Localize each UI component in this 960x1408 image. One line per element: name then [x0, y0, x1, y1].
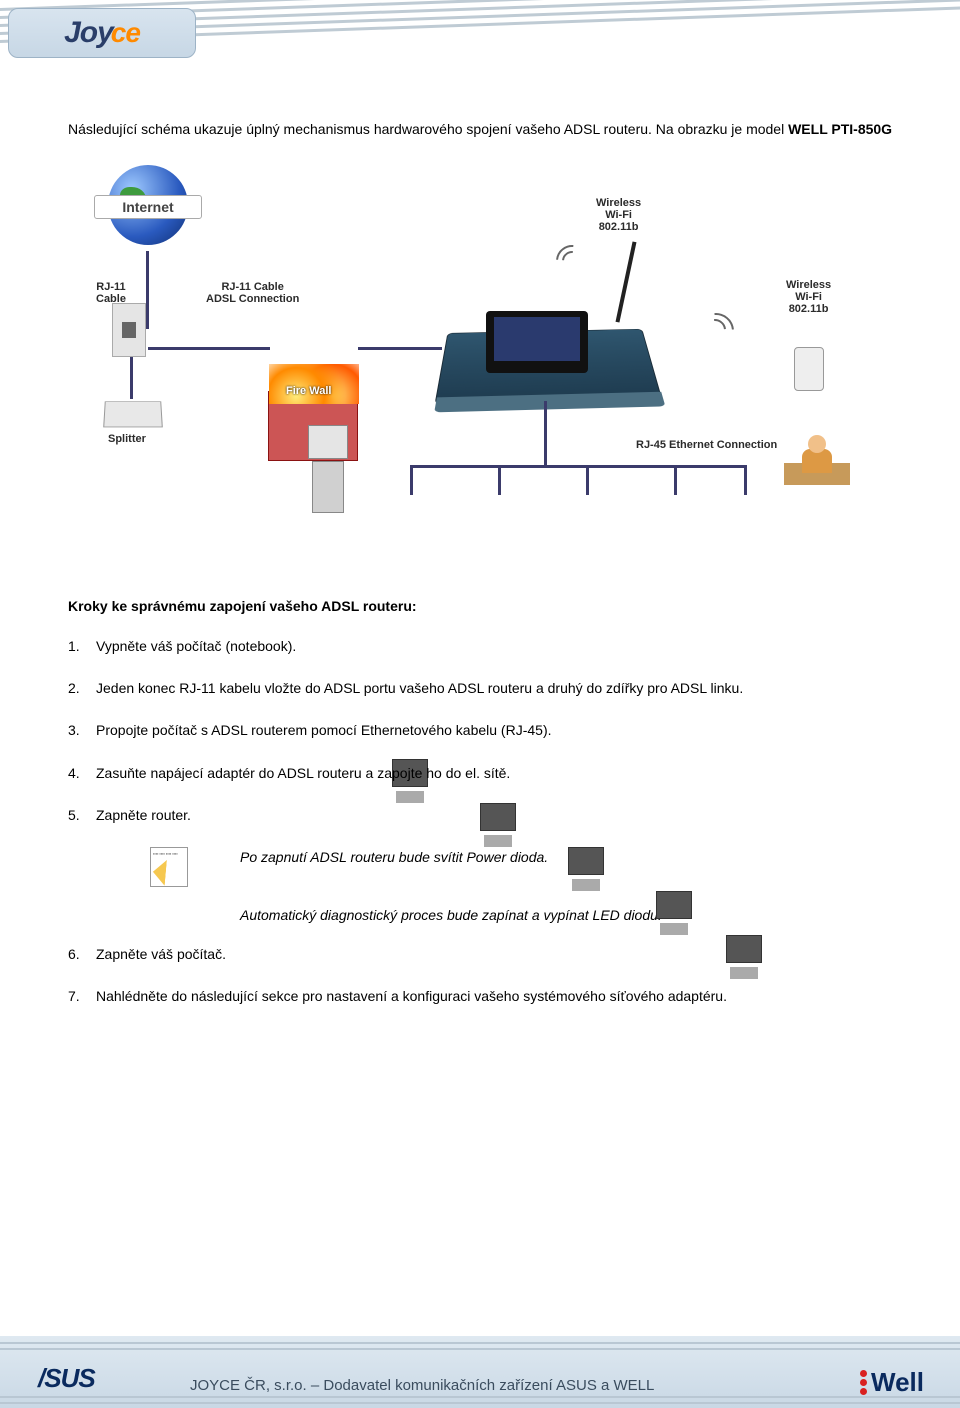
desktop-pc-4-icon [656, 891, 696, 935]
wifi-waves-right-icon [696, 311, 736, 351]
steps-list: 1.Vypněte váš počítač (notebook). 2.Jede… [96, 636, 896, 825]
note-2-text: Automatický diagnostický proces bude zap… [240, 905, 896, 925]
intro-paragraph: Následující schéma ukazuje úplný mechani… [68, 120, 896, 139]
well-dots-icon [860, 1370, 867, 1395]
step-6-text: Zapněte váš počítač. [96, 946, 226, 962]
step-2: 2.Jeden konec RJ-11 kabelu vložte do ADS… [96, 678, 896, 698]
footer-text: JOYCE ČR, s.r.o. – Dodavatel komunikační… [190, 1377, 654, 1394]
step-5-text: Zapněte router. [96, 807, 191, 823]
step-3: 3.Propojte počítač s ADSL routerem pomoc… [96, 720, 896, 740]
steps-list-2: 6.Zapněte váš počítač. 7.Nahlédněte do n… [96, 944, 896, 1007]
step-2-text: Jeden konec RJ-11 kabelu vložte do ADSL … [96, 680, 743, 696]
logo-joyce: Joyce [8, 8, 196, 58]
wall-socket-icon [112, 303, 146, 357]
desktop-pc-3-icon [568, 847, 608, 891]
well-logo: Well [860, 1367, 924, 1398]
step-4: 4.Zasuňte napájecí adaptér do ADSL route… [96, 763, 896, 783]
splitter-label: Splitter [108, 433, 146, 445]
laptop-icon [486, 311, 588, 373]
user-desk-icon [784, 435, 850, 485]
intro-model: WELL PTI-850G [788, 121, 892, 137]
firewall-label: Fire Wall [286, 385, 331, 397]
asus-logo: /SUS [38, 1363, 95, 1394]
step-1: 1.Vypněte váš počítač (notebook). [96, 636, 896, 656]
note-icon: ┉┉┉┉ [150, 847, 188, 887]
rj11-cable-label: RJ-11 Cable [96, 281, 126, 305]
step-4-text: Zasuňte napájecí adaptér do ADSL routeru… [96, 765, 510, 781]
step-3-text: Propojte počítač s ADSL routerem pomocí … [96, 722, 552, 738]
intro-text: Následující schéma ukazuje úplný mechani… [68, 121, 788, 137]
internet-globe-icon: Internet [108, 165, 188, 245]
note-1-row: ┉┉┉┉ Po zapnutí ADSL routeru bude svítit… [150, 847, 896, 887]
splitter-icon [103, 401, 163, 427]
rj11-adsl-label: RJ-11 Cable ADSL Connection [206, 281, 299, 305]
step-5: 5.Zapněte router. [96, 805, 896, 825]
step-7: 7.Nahlédněte do následující sekce pro na… [96, 986, 896, 1006]
well-text: Well [871, 1367, 924, 1398]
step-7-text: Nahlédněte do následující sekce pro nast… [96, 988, 727, 1004]
logo-text-2: ce [111, 17, 140, 49]
pda-icon [794, 347, 824, 391]
pc-tower-icon [312, 461, 344, 513]
ethernet-label: RJ-45 Ethernet Connection [636, 439, 777, 451]
note-2-row: Automatický diagnostický proces bude zap… [240, 905, 896, 925]
wifi-waves-icon [552, 241, 592, 281]
internet-label: Internet [94, 195, 202, 219]
page-footer: /SUS JOYCE ČR, s.r.o. – Dodavatel komuni… [0, 1336, 960, 1408]
wifi-top-label: Wireless Wi-Fi 802.11b [596, 197, 641, 233]
wifi-right-label: Wireless Wi-Fi 802.11b [786, 279, 831, 315]
adsl-connection-diagram: Internet RJ-11 Cable Splitter RJ-11 Cabl… [96, 161, 866, 566]
step-6: 6.Zapněte váš počítač. [96, 944, 896, 964]
page-content: Následující schéma ukazuje úplný mechani… [68, 120, 896, 1028]
steps-heading: Kroky ke správnému zapojení vašeho ADSL … [68, 598, 896, 614]
step-1-text: Vypněte váš počítač (notebook). [96, 638, 296, 654]
logo-text-1: Joy [64, 16, 113, 50]
